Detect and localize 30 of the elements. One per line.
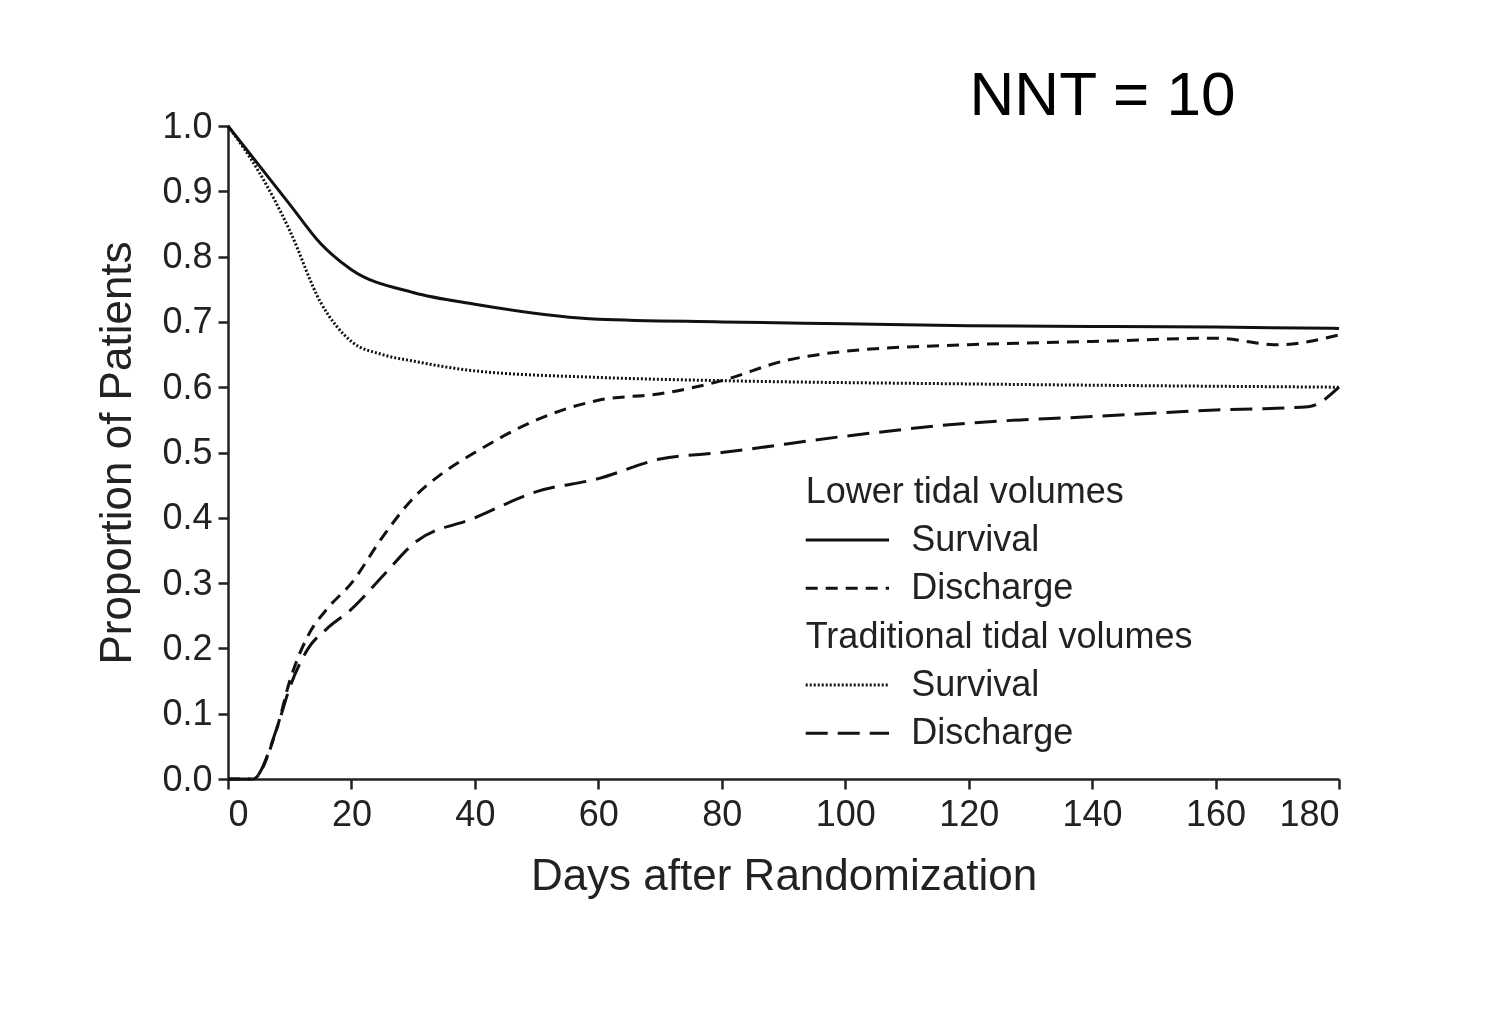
x-tick-label: 60	[578, 792, 619, 834]
y-tick-label: 0.4	[162, 496, 213, 538]
x-tick-label: 160	[1186, 792, 1247, 834]
legend-label: Discharge	[911, 711, 1074, 753]
annotation: Lower tidal volumes	[805, 469, 1124, 511]
y-tick-label: 0.2	[162, 626, 213, 668]
x-tick-label: 180	[1279, 792, 1340, 834]
x-tick-label: 0	[228, 792, 249, 834]
y-tick-label: 0.7	[162, 300, 213, 342]
legend-label: Discharge	[911, 566, 1074, 608]
chart-title: NNT = 10	[969, 59, 1236, 128]
x-tick-label: 100	[815, 792, 876, 834]
y-tick-label: 0.1	[162, 692, 213, 734]
y-tick-label: 0.9	[162, 169, 213, 211]
x-tick-label: 40	[455, 792, 496, 834]
y-tick-label: 0.3	[162, 561, 213, 603]
x-tick-label: 20	[331, 792, 372, 834]
x-tick-label: 120	[939, 792, 1000, 834]
x-tick-label: 140	[1062, 792, 1123, 834]
y-tick-label: 1.0	[162, 104, 213, 146]
y-tick-label: 0.5	[162, 431, 213, 472]
legend-label: Survival	[911, 662, 1040, 704]
y-tick-label: 0.6	[162, 365, 213, 407]
y-tick-label: 0.8	[162, 235, 213, 277]
legend-label: Survival	[911, 518, 1040, 559]
annotation: Traditional tidal volumes	[805, 614, 1193, 656]
y-tick-label: 0.0	[162, 757, 213, 799]
y-axis-title: Proportion of Patients	[91, 241, 141, 665]
x-axis-title: Days after Randomization	[530, 849, 1038, 899]
x-tick-label: 80	[702, 792, 743, 834]
